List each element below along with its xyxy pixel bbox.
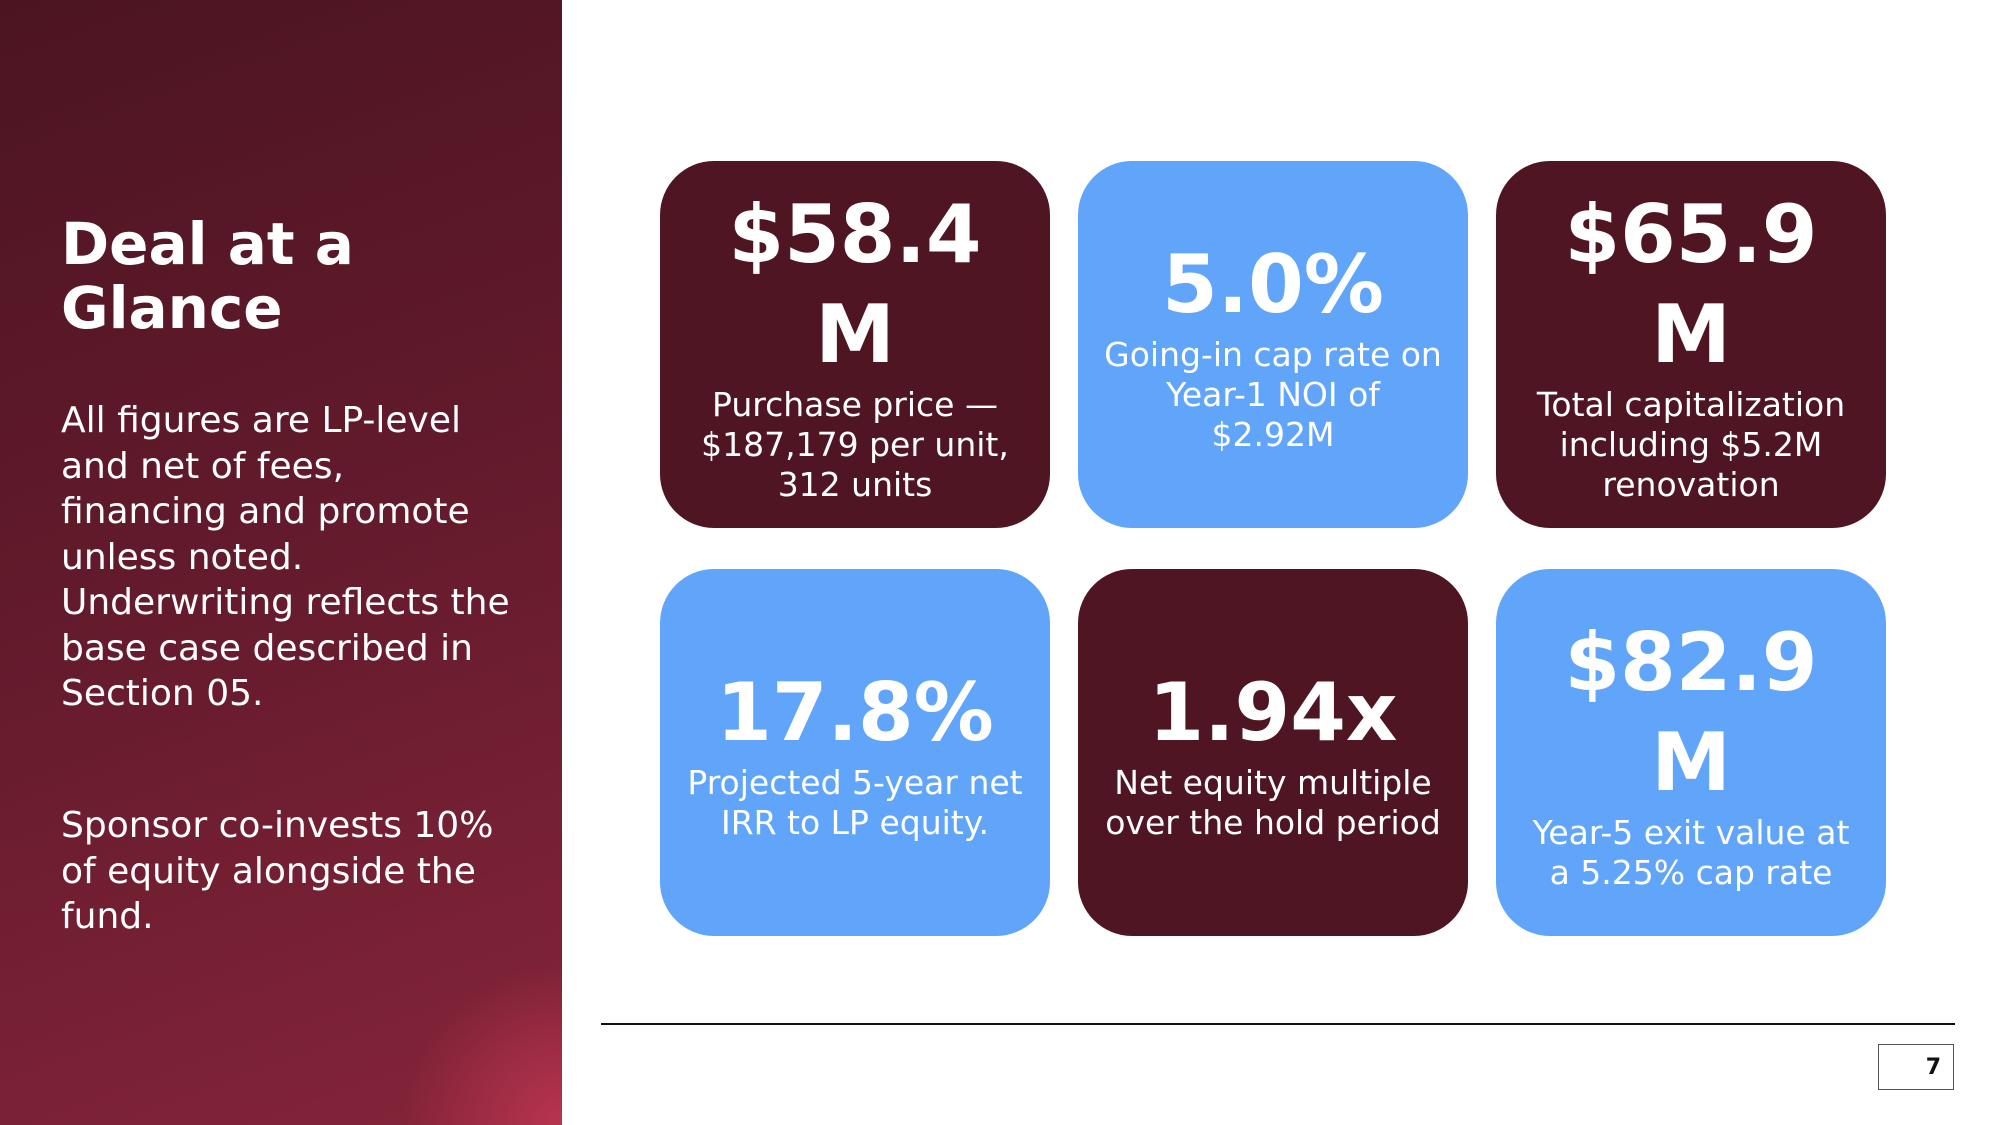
sidebar: Deal at a Glance All figures are LP-leve… <box>0 0 562 1125</box>
metric-card: 17.8% Projected 5-year net IRR to LP equi… <box>660 569 1050 936</box>
metric-label: Total capitalization including $5.2M ren… <box>1536 384 1846 504</box>
metric-card: 1.94x Net equity multiple over the hold p… <box>1078 569 1468 936</box>
metric-label: Projected 5-year net IRR to LP equity. <box>687 762 1023 842</box>
metric-label: Net equity multiple over the hold period <box>1105 762 1441 842</box>
metric-value: 17.8% <box>716 665 994 759</box>
footer-rule <box>601 1023 1955 1025</box>
metric-card: 5.0% Going-in cap rate on Year-1 NOI of $… <box>1078 161 1468 528</box>
metric-card: $82.9M Year-5 exit value at a 5.25% cap r… <box>1496 569 1886 936</box>
metric-label: Going-in cap rate on Year-1 NOI of $2.92… <box>1104 334 1442 454</box>
metric-value: 1.94x <box>1148 665 1398 759</box>
metric-label: Purchase price — $187,179 per unit, 312 … <box>701 384 1009 504</box>
metric-card: $65.9M Total capitalization including $5.… <box>1496 161 1886 528</box>
metric-value: $82.9M <box>1564 615 1818 809</box>
metric-value: 5.0% <box>1162 237 1384 331</box>
metric-label: Year-5 exit value at a 5.25% cap rate <box>1532 812 1850 892</box>
page-number: 7 <box>1878 1044 1954 1090</box>
metric-value: $65.9M <box>1564 187 1818 381</box>
metric-value: $58.4M <box>728 187 982 381</box>
metric-card: $58.4M Purchase price — $187,179 per unit… <box>660 161 1050 528</box>
sidebar-paragraph: Sponsor co-invests 10% of equity alongsi… <box>61 805 494 937</box>
sidebar-title: Deal at a Glance <box>61 210 354 342</box>
sidebar-paragraph: All figures are LP-level and net of fees… <box>61 400 510 714</box>
